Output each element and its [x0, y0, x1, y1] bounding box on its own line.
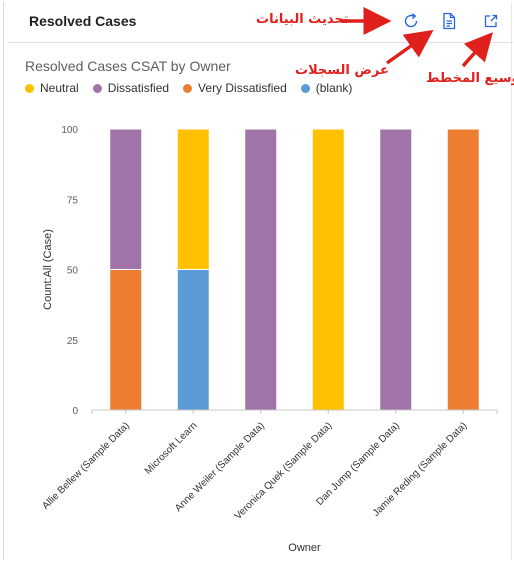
bar-segment[interactable] — [446, 128, 480, 411]
legend-label: Neutral — [40, 81, 79, 95]
chart-panel: Resolved Cases — [3, 2, 513, 560]
legend-swatch — [300, 83, 310, 93]
bar-segment[interactable] — [176, 269, 210, 411]
bar-segment[interactable] — [109, 269, 143, 411]
y-tick-label: 25 — [67, 336, 79, 347]
legend-item[interactable]: Dissatisfied — [92, 81, 170, 95]
legend-swatch — [183, 83, 193, 93]
chart-title: Resolved Cases CSAT by Owner — [25, 58, 231, 74]
refresh-icon[interactable] — [400, 10, 422, 32]
expand-glyph — [484, 14, 498, 28]
legend-item[interactable]: Very Dissatisfied — [183, 81, 287, 95]
y-tick-label: 0 — [72, 406, 78, 417]
y-tick-label: 75 — [67, 195, 79, 206]
bar-segment[interactable] — [109, 128, 143, 270]
bar-segment[interactable] — [311, 128, 345, 411]
legend-item[interactable]: Neutral — [25, 81, 79, 95]
legend-label: Very Dissatisfied — [198, 81, 287, 95]
view-records-annotation: عرض السجلات — [295, 63, 389, 78]
y-axis-title: Count:All (Case) — [42, 229, 54, 310]
refresh-annotation: تحديث البيانات — [256, 12, 349, 27]
panel-title: Resolved Cases — [29, 13, 137, 29]
x-axis-title: Owner — [288, 542, 321, 554]
bar-segment[interactable] — [379, 128, 413, 411]
legend-item[interactable]: (blank) — [300, 81, 353, 95]
expand-annotation: توسيع المخطط — [426, 71, 514, 86]
bar-segment[interactable] — [244, 128, 278, 411]
document-icon[interactable] — [438, 10, 460, 32]
chart-legend: Neutral Dissatisfied Very Dissatisfied (bla… — [25, 81, 352, 95]
legend-label: Dissatisfied — [107, 81, 170, 95]
legend-swatch — [25, 83, 34, 93]
legend-label: (blank) — [315, 81, 353, 95]
y-tick-label: 50 — [67, 266, 79, 277]
y-tick-label: 100 — [61, 125, 78, 136]
bar-segment[interactable] — [176, 128, 210, 270]
x-tick-label: Allie Bellew (Sample Data) — [40, 420, 131, 511]
view-records-glyph — [443, 12, 456, 30]
refresh-icon-glyph — [404, 13, 418, 28]
legend-swatch — [92, 83, 102, 93]
panel-header: Resolved Cases — [8, 2, 513, 43]
x-tick-label: Microsoft Learn — [143, 420, 200, 477]
expand-icon[interactable] — [480, 10, 502, 32]
